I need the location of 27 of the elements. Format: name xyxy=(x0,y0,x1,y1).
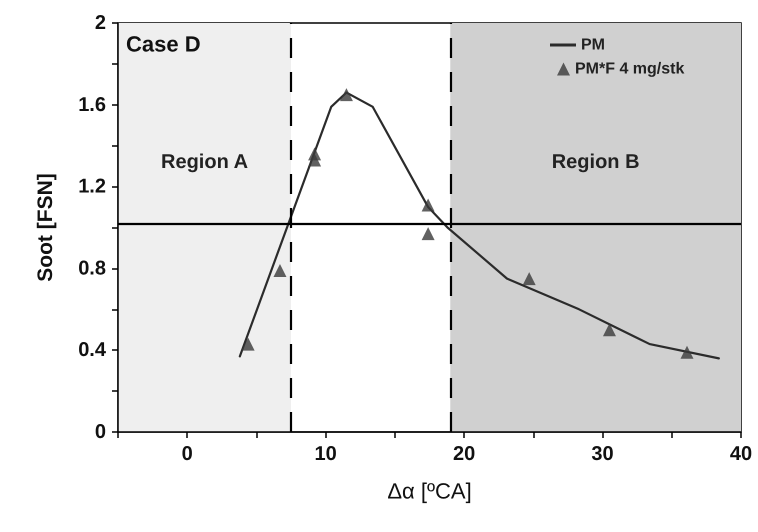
point xyxy=(308,154,322,167)
y-tick-label: 2 xyxy=(94,12,106,34)
x-tick-label: 20 xyxy=(452,443,476,465)
point xyxy=(242,338,255,351)
y-tick-label: 0.8 xyxy=(78,257,106,280)
y-tick-label: 0.4 xyxy=(78,339,107,362)
legend-label: PM xyxy=(581,36,605,54)
point xyxy=(522,272,536,286)
point xyxy=(602,323,616,336)
y-tick-label: 1.2 xyxy=(78,176,106,198)
x-axis-title: Δα [ºCA] xyxy=(387,478,472,504)
y-tick-label: 1.6 xyxy=(78,94,106,116)
point xyxy=(680,346,694,359)
y-tick-label: 0 xyxy=(94,421,106,443)
x-tick-label: 10 xyxy=(314,443,337,465)
x-tick-label: 40 xyxy=(730,443,752,465)
y-axis-title: Soot [FSN] xyxy=(34,173,57,282)
legend-label: PM*F 4 mg/stk xyxy=(575,60,684,78)
point xyxy=(422,227,435,240)
x-tick-label: 0 xyxy=(182,443,193,465)
band-label: Region A xyxy=(161,151,248,174)
point xyxy=(340,88,353,102)
x-tick-label: 30 xyxy=(591,443,614,465)
annotation: Case D xyxy=(126,32,201,56)
point xyxy=(422,198,435,212)
point xyxy=(273,264,286,277)
band-label: Region B xyxy=(552,151,640,174)
